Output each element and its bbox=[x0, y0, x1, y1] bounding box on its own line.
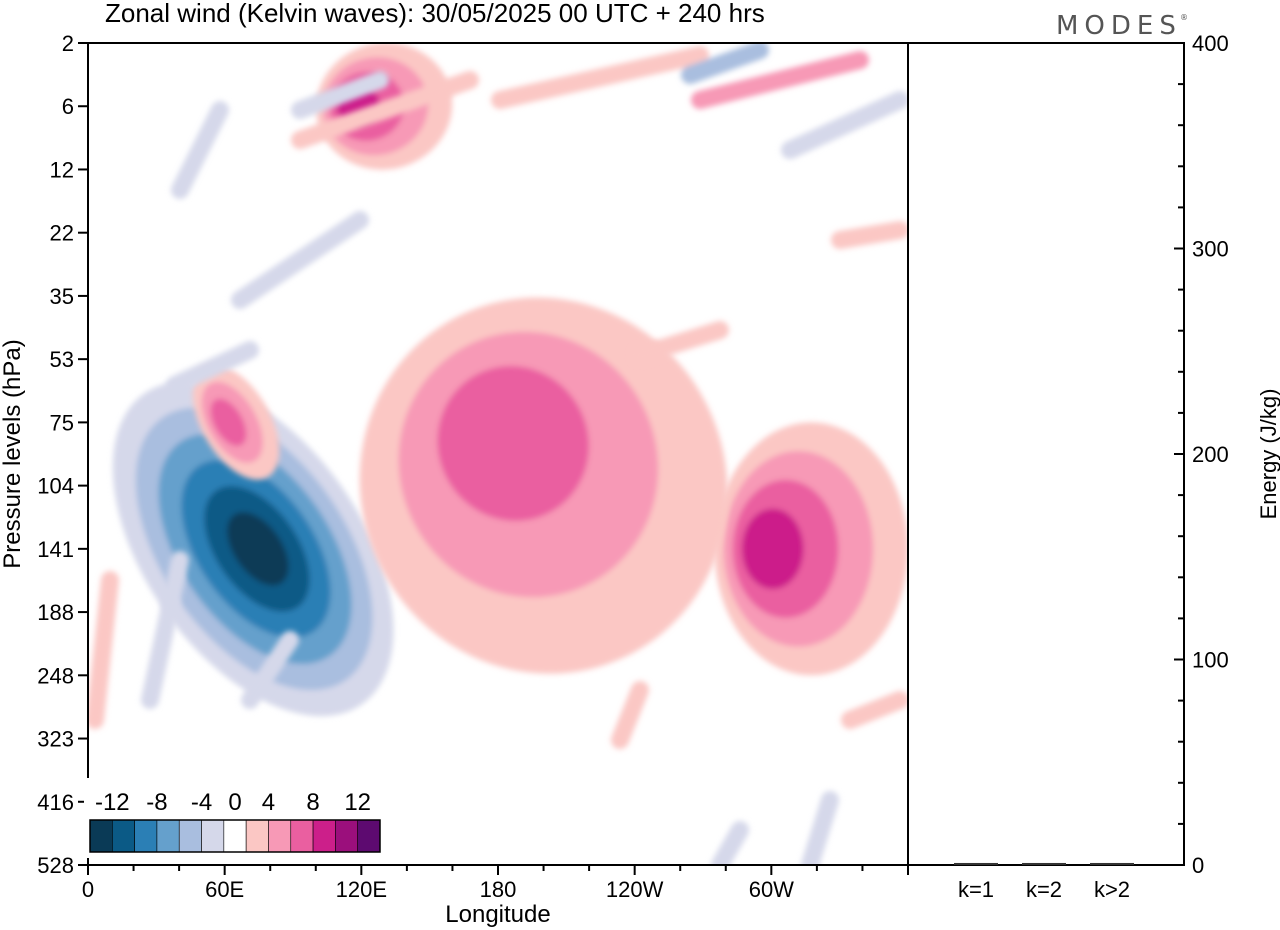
pressure-tick-label: 6 bbox=[62, 94, 74, 119]
longitude-tick-label: 120E bbox=[336, 877, 387, 902]
energy-bar bbox=[1090, 862, 1134, 865]
pressure-tick-label: 22 bbox=[50, 221, 74, 246]
positive-anomaly-region bbox=[192, 365, 280, 480]
zonal-wind-contour-field bbox=[88, 43, 908, 865]
contour-streak bbox=[231, 211, 369, 309]
energy-tick-label: 400 bbox=[1192, 31, 1229, 56]
energy-axis-title: Energy (J/kg) bbox=[1256, 389, 1280, 520]
contour-streak bbox=[291, 71, 389, 119]
colorbar-label: -12 bbox=[95, 789, 130, 816]
energy-category-label: k=2 bbox=[1026, 877, 1062, 902]
energy-tick-label: 0 bbox=[1192, 853, 1204, 878]
longitude-tick-label: 60W bbox=[749, 877, 794, 902]
energy-tick-label: 300 bbox=[1192, 237, 1229, 262]
contour-level bbox=[741, 508, 804, 590]
contour-level bbox=[437, 366, 589, 521]
contour-streak bbox=[241, 631, 299, 709]
energy-axis: 0 100 200 300 400 bbox=[1174, 31, 1229, 878]
modes-logo: MODES bbox=[1056, 11, 1182, 41]
contour-streak bbox=[831, 221, 908, 249]
colorbar-swatch bbox=[89, 819, 113, 853]
colorbar-label: -4 bbox=[191, 789, 212, 816]
longitude-axis: 0 60E 120E 180 120W 60W bbox=[82, 865, 909, 902]
energy-category-label: k>2 bbox=[1094, 877, 1130, 902]
contour-level bbox=[227, 512, 289, 586]
colorbar-swatch bbox=[156, 819, 180, 853]
modes-logo-mark: ® bbox=[1180, 13, 1194, 22]
colorbar-label: 12 bbox=[344, 789, 371, 816]
contour-level bbox=[210, 398, 247, 447]
colorbar-swatch bbox=[312, 819, 336, 853]
pressure-tick-label: 104 bbox=[37, 474, 74, 499]
colorbar-swatch bbox=[201, 819, 225, 853]
contour-streak bbox=[711, 821, 749, 865]
colorbar-swatch bbox=[357, 819, 381, 853]
pressure-tick-label: 416 bbox=[37, 790, 74, 815]
colorbar-swatch bbox=[112, 819, 135, 853]
pressure-tick-label: 141 bbox=[37, 537, 74, 562]
energy-bars: k=1 k=2 k>2 bbox=[954, 862, 1134, 902]
pressure-tick-label: 528 bbox=[37, 853, 74, 878]
contour-streak bbox=[841, 691, 908, 729]
contour-streak bbox=[88, 571, 119, 729]
pressure-tick-label: 75 bbox=[50, 410, 74, 435]
colorbar-swatch bbox=[290, 819, 314, 853]
contour-streak bbox=[801, 791, 839, 865]
contour-streak bbox=[681, 43, 769, 84]
pressure-tick-label: 12 bbox=[50, 157, 74, 182]
positive-anomaly-region bbox=[714, 422, 908, 676]
upper-level-streaks bbox=[88, 43, 908, 865]
contour-streak bbox=[141, 551, 189, 709]
colorbar-swatch bbox=[268, 819, 292, 853]
pressure-tick-label: 323 bbox=[37, 727, 74, 752]
colorbar-swatch bbox=[134, 819, 158, 853]
colorbar-label: 4 bbox=[262, 789, 275, 816]
energy-bar bbox=[1022, 862, 1066, 865]
colorbar-swatch bbox=[223, 819, 247, 853]
colorbar-label: -8 bbox=[146, 789, 167, 816]
longitude-tick-label: 120W bbox=[606, 877, 664, 902]
x-axis-title: Longitude bbox=[445, 901, 550, 928]
colorbar-frame bbox=[89, 819, 381, 853]
negative-anomaly-region bbox=[112, 381, 394, 717]
contour-streak bbox=[166, 341, 259, 394]
colorbar-swatch bbox=[335, 819, 358, 853]
positive-anomaly-region bbox=[359, 297, 728, 674]
y-axis-title: Pressure levels (hPa) bbox=[0, 339, 26, 568]
colorbar-legend: -12 -8 -4 0 4 8 12 bbox=[84, 778, 386, 858]
contour-streak bbox=[491, 46, 709, 109]
pressure-tick-label: 248 bbox=[37, 663, 74, 688]
energy-category-label: k=1 bbox=[958, 877, 994, 902]
energy-bar bbox=[954, 862, 998, 865]
pressure-tick-label: 2 bbox=[62, 31, 74, 56]
contour-streak bbox=[611, 681, 649, 749]
colorbar-swatch bbox=[178, 819, 202, 853]
contour-streak bbox=[291, 71, 479, 149]
pressure-tick-label: 35 bbox=[50, 284, 74, 309]
chart-title: Zonal wind (Kelvin waves): 30/05/2025 00… bbox=[105, 0, 765, 28]
colorbar-label: 8 bbox=[306, 789, 319, 816]
longitude-tick-label: 60E bbox=[205, 877, 244, 902]
colorbar-swatch bbox=[245, 819, 269, 853]
contour-streak bbox=[781, 91, 908, 159]
contour-streak bbox=[631, 321, 729, 364]
energy-tick-label: 100 bbox=[1192, 648, 1229, 673]
energy-tick-label: 200 bbox=[1192, 442, 1229, 467]
contour-streak bbox=[171, 101, 229, 199]
longitude-tick-label: 0 bbox=[82, 877, 94, 902]
energy-plot-frame bbox=[907, 42, 1185, 866]
pressure-tick-label: 53 bbox=[50, 347, 74, 372]
longitude-tick-label: 180 bbox=[480, 877, 517, 902]
colorbar-label: 0 bbox=[228, 789, 241, 816]
pressure-axis: 2 6 12 22 35 53 75 104 141 188 248 323 416 528 bbox=[37, 31, 88, 878]
pressure-tick-label: 188 bbox=[37, 600, 74, 625]
contour-streak bbox=[691, 51, 869, 109]
